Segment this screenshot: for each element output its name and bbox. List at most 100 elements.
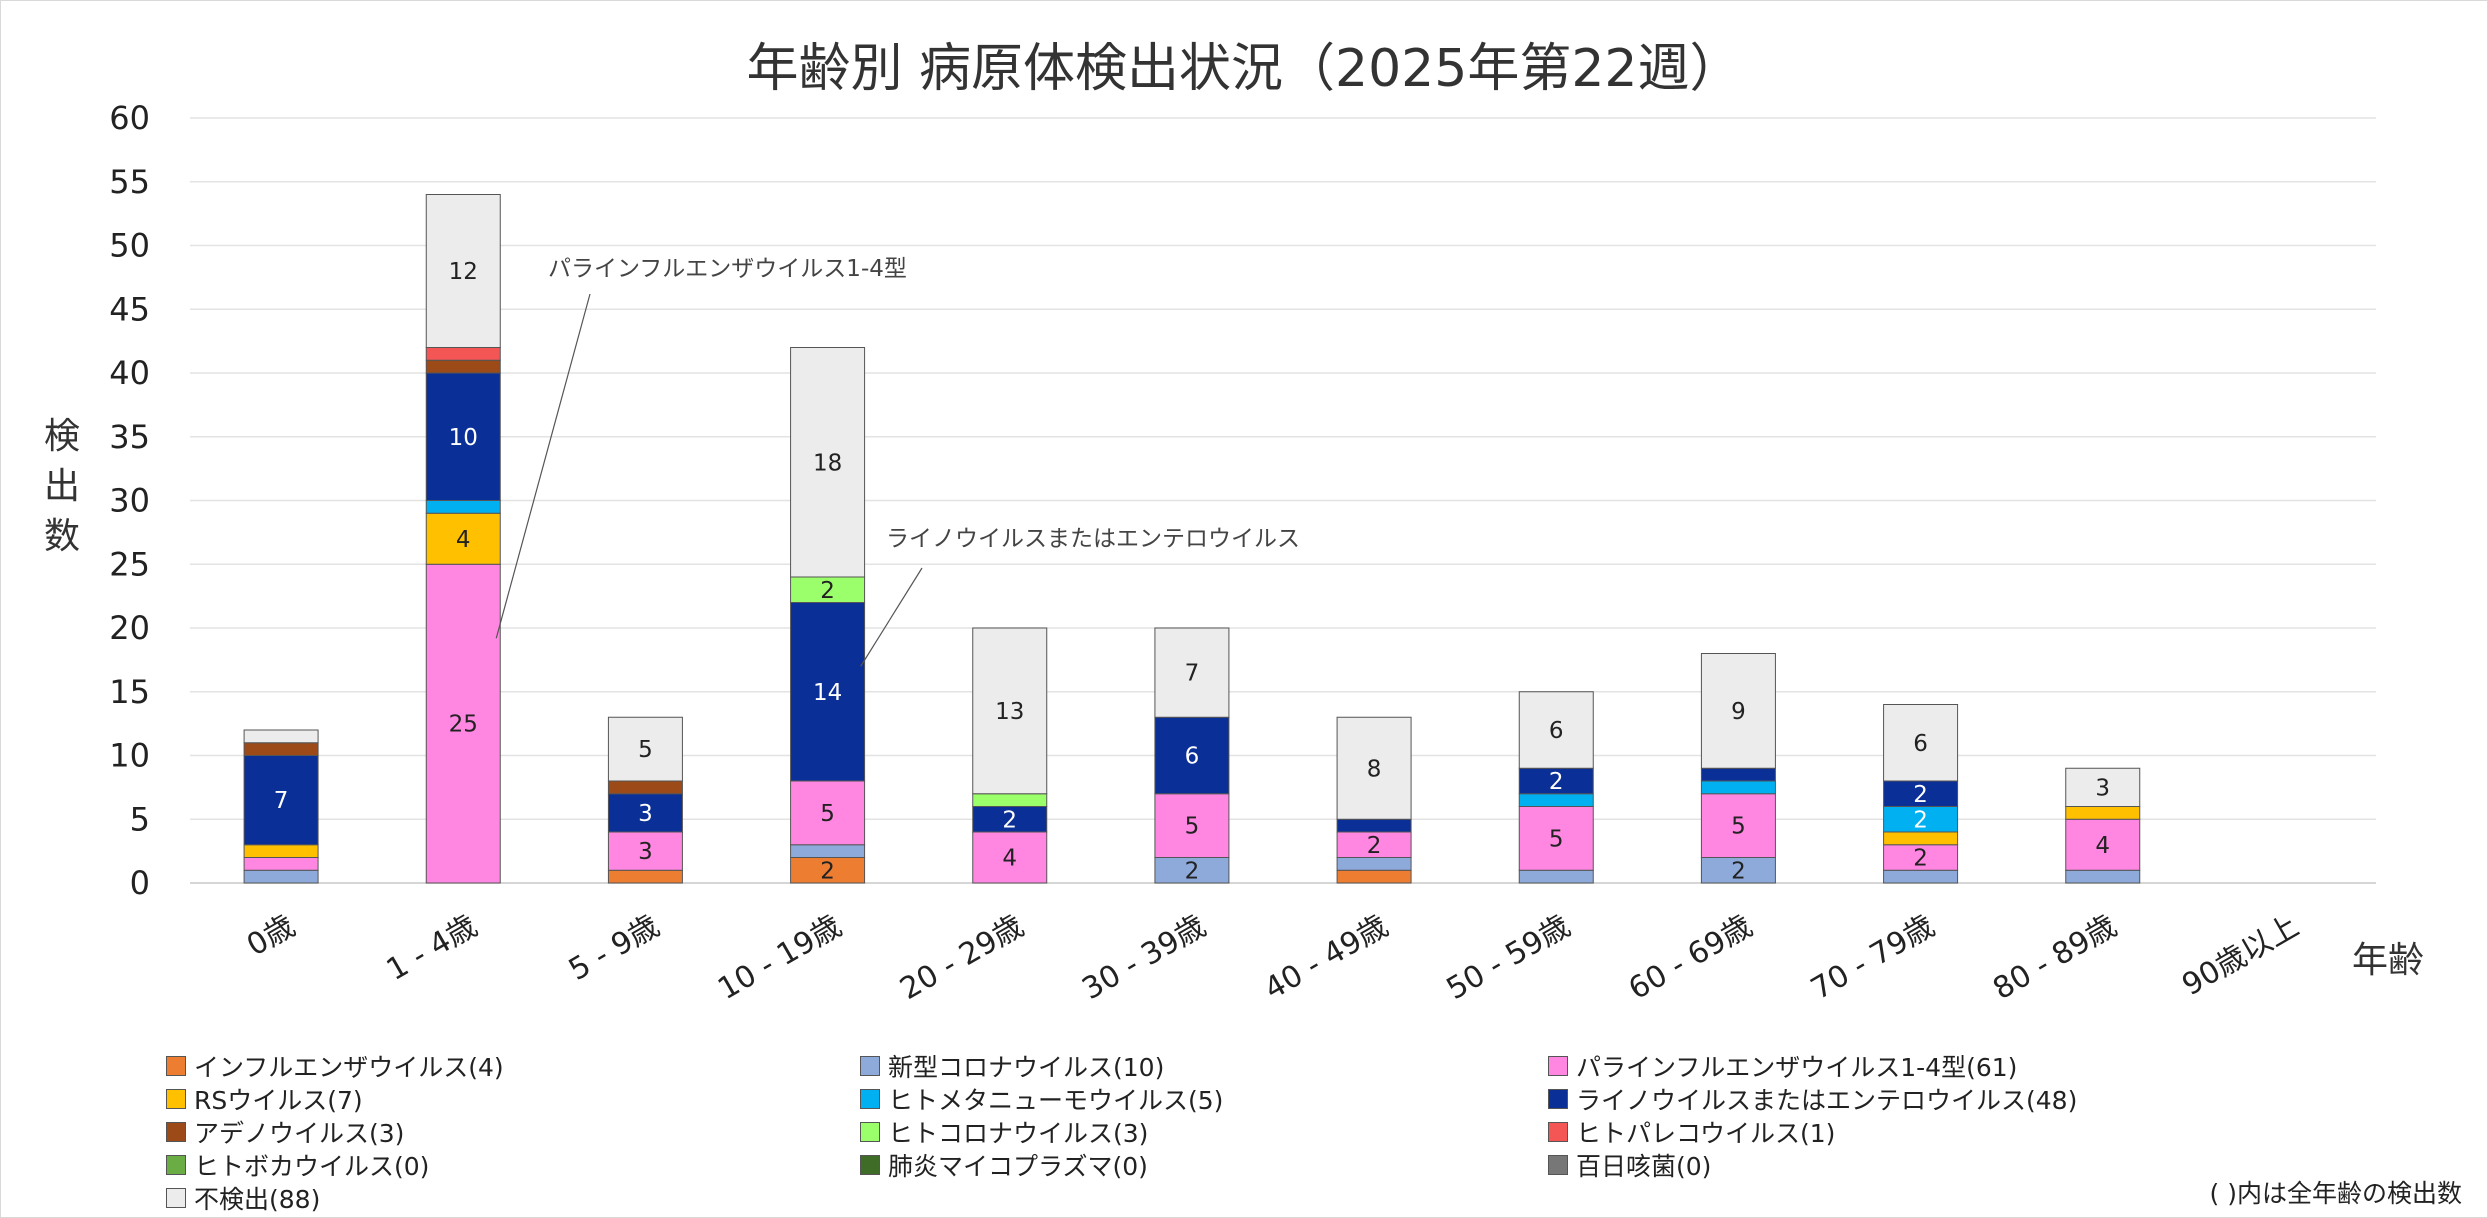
legend-item: ヒトメタニューモウイルス(5) [860,1083,1223,1115]
data-label: 4 [1002,846,1017,872]
bar-segment [790,857,866,884]
bar-segment [1518,767,1594,795]
bar-segment [1518,793,1594,807]
y-tick-label: 45 [109,290,150,328]
legend-label: ヒトコロナウイルス(3) [888,1119,1149,1148]
bar-segment [790,576,866,603]
y-tick-label: 15 [109,673,150,711]
bar-segment [1883,831,1959,846]
bar-segment [607,716,683,782]
bar-segment [1883,780,1959,807]
bars [243,194,2141,884]
legend-label: パラインフルエンザウイルス1-4型(61) [1576,1053,2018,1082]
y-tick-label: 0 [130,864,150,902]
bar-segment [243,844,319,858]
legend-swatch [860,1155,880,1175]
bar-segment [972,793,1048,807]
x-tick-label: 30 - 39歳 [1076,909,1211,1007]
data-label: 5 [1549,826,1564,852]
legend-swatch [860,1089,880,1109]
legend-swatch [1548,1089,1568,1109]
bar-segment [425,372,501,501]
bar-segment [1700,793,1776,858]
bar-segment [2065,806,2141,820]
legend-label: アデノウイルス(3) [194,1119,405,1148]
data-label: 3 [2095,775,2110,801]
legend-label: 不検出(88) [194,1185,321,1214]
legend-swatch [166,1155,186,1175]
legend-label: ヒトメタニューモウイルス(5) [888,1086,1224,1115]
legend-item: インフルエンザウイルス(4) [166,1050,504,1082]
data-label: 2 [1367,833,1382,859]
legend-label: 新型コロナウイルス(10) [888,1053,1165,1082]
x-tick-label: 1 - 4歳 [381,909,483,988]
legend-item: 百日咳菌(0) [1548,1149,1711,1181]
bar-segment [1883,869,1959,884]
bar-segment [2065,818,2141,871]
data-label: 18 [813,450,842,476]
data-label: 14 [813,680,842,706]
bar-segment [425,359,501,374]
bar-segment [607,869,683,884]
bar-segment [790,780,866,846]
y-tick-label: 5 [130,800,150,838]
y-tick-label: 50 [109,227,150,265]
legend-swatch [1548,1122,1568,1142]
x-tick-label: 50 - 59歳 [1441,909,1576,1007]
annotation-label: パラインフルエンザウイルス1-4型 [548,256,907,282]
data-label: 6 [1549,718,1564,744]
x-tick-label: 0歳 [241,909,301,964]
data-label: 7 [1185,661,1200,687]
legend-swatch [1548,1056,1568,1076]
bar-segment [790,602,866,782]
x-tick-label: 70 - 79歳 [1805,909,1940,1007]
data-label: 12 [449,259,478,285]
legend-swatch [860,1122,880,1142]
bar-segment [243,729,319,744]
legend-item: RSウイルス(7) [166,1083,363,1115]
data-label: 7 [274,788,289,814]
data-label: 2 [820,858,835,884]
bar-segment [972,831,1048,884]
legend-item: ヒトボカウイルス(0) [166,1149,429,1181]
legend-label: RSウイルス(7) [194,1086,363,1115]
bar-segment [425,194,501,348]
legend-swatch [166,1056,186,1076]
data-label: 3 [638,839,653,865]
data-label: 2 [820,578,835,604]
chart-area: 年齢別 病原体検出状況（2025年第22週） 05101520253035404… [44,39,2424,1007]
data-label: 5 [1185,814,1200,840]
data-label: 2 [1002,807,1017,833]
data-label: 4 [2095,833,2110,859]
x-tick-label: 20 - 29歳 [894,909,1029,1007]
bar-segment [2065,767,2141,807]
data-label: 3 [638,801,653,827]
data-label: 2 [1913,807,1928,833]
bar-segment [790,347,866,578]
data-label: 2 [1913,846,1928,872]
data-label: 4 [456,527,471,553]
data-label: 2 [1549,769,1564,795]
data-label: 2 [1913,782,1928,808]
legend-item: 不検出(88) [166,1182,320,1214]
bar-segment [1700,780,1776,795]
bar-segment [425,500,501,514]
legend-item: 新型コロナウイルス(10) [860,1050,1164,1082]
bar-segment [243,742,319,756]
y-tick-label: 55 [109,163,150,201]
bar-segment [425,563,501,884]
gridlines [190,117,2376,884]
bar-segment [1336,831,1412,858]
y-tick-label: 60 [109,99,150,137]
bar-segment [1336,818,1412,833]
x-tick-label: 5 - 9歳 [563,909,665,988]
bar-segment [1883,704,1959,782]
data-label: 2 [1731,858,1746,884]
bar-segment [1336,857,1412,871]
data-label: 6 [1913,731,1928,757]
legend-label: ライノウイルスまたはエンテロウイルス(48) [1576,1086,2078,1115]
data-label: 10 [449,425,478,451]
bar-segment [1518,869,1594,884]
legend-swatch [166,1188,186,1208]
bar-segment [972,627,1048,795]
